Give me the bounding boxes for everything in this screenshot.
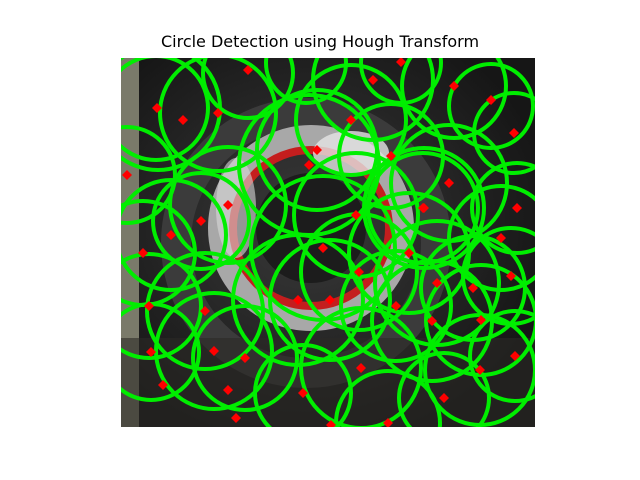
- center-marker: [223, 385, 233, 395]
- detected-circle: [400, 58, 508, 140]
- detected-circle: [151, 171, 251, 271]
- center-marker: [404, 248, 414, 258]
- circle-centers: [122, 58, 522, 427]
- center-marker: [496, 233, 506, 243]
- center-marker: [486, 95, 496, 105]
- center-marker: [475, 365, 485, 375]
- center-marker: [293, 295, 303, 305]
- center-marker: [200, 306, 210, 316]
- center-marker: [506, 271, 516, 281]
- center-marker: [243, 65, 253, 75]
- detected-circle: [168, 145, 288, 265]
- center-marker: [449, 81, 459, 91]
- center-marker: [144, 301, 154, 311]
- center-marker: [223, 200, 233, 210]
- center-marker: [158, 380, 168, 390]
- figure-title: Circle Detection using Hough Transform: [160, 32, 480, 51]
- center-marker: [318, 243, 328, 253]
- center-marker: [178, 115, 188, 125]
- detected-circle: [447, 62, 535, 150]
- center-marker: [354, 267, 364, 277]
- detected-circle: [294, 63, 408, 177]
- center-marker: [509, 128, 519, 138]
- detected-circle: [334, 369, 442, 427]
- center-marker: [444, 178, 454, 188]
- detected-circle: [121, 178, 228, 292]
- detected-circle: [470, 161, 535, 255]
- center-marker: [146, 347, 156, 357]
- image-canvas: [121, 58, 535, 427]
- detected-circle: [468, 309, 535, 403]
- center-marker: [325, 295, 335, 305]
- center-marker: [304, 160, 314, 170]
- center-marker: [427, 316, 437, 326]
- detected-circle: [299, 306, 423, 427]
- center-marker: [196, 216, 206, 226]
- center-marker: [368, 75, 378, 85]
- center-marker: [419, 203, 429, 213]
- center-marker: [432, 278, 442, 288]
- detected-circle: [191, 304, 299, 412]
- center-marker: [351, 210, 361, 220]
- center-marker: [512, 203, 522, 213]
- detected-circle: [154, 291, 274, 411]
- center-marker: [231, 413, 241, 423]
- center-marker: [396, 58, 406, 67]
- center-marker: [510, 351, 520, 361]
- image-axes: [121, 58, 535, 427]
- detected-circle: [121, 58, 210, 162]
- center-marker: [356, 363, 366, 373]
- detected-circle: [472, 91, 535, 175]
- detected-circle: [121, 252, 203, 360]
- detected-circle: [447, 184, 535, 292]
- center-marker: [213, 108, 223, 118]
- detected-circle: [201, 58, 295, 120]
- center-marker: [386, 151, 396, 161]
- center-marker: [209, 346, 219, 356]
- center-marker: [122, 170, 132, 180]
- center-marker: [346, 115, 356, 125]
- center-marker: [138, 248, 148, 258]
- center-marker: [312, 145, 322, 155]
- center-marker: [326, 420, 336, 427]
- detected-circle: [158, 58, 278, 173]
- detected-circle: [423, 313, 535, 427]
- center-marker: [166, 230, 176, 240]
- detected-circle: [121, 125, 177, 225]
- center-marker: [152, 103, 162, 113]
- center-marker: [476, 315, 486, 325]
- detected-circle: [370, 259, 494, 383]
- detected-circle: [397, 351, 491, 427]
- center-marker: [383, 418, 393, 427]
- center-marker: [240, 353, 250, 363]
- center-marker: [391, 301, 401, 311]
- detected-circle: [264, 58, 348, 105]
- center-marker: [439, 393, 449, 403]
- detected-circle: [121, 58, 222, 172]
- detected-circle: [339, 249, 453, 363]
- detected-circle: [253, 343, 353, 427]
- detected-circle: [268, 238, 392, 362]
- center-marker: [298, 388, 308, 398]
- center-marker: [468, 283, 478, 293]
